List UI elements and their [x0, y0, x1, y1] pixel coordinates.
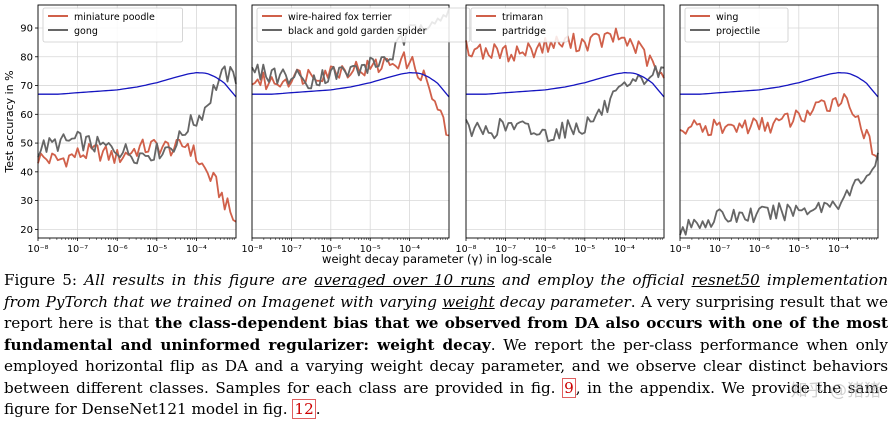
x-tick-label: 10⁻⁴: [828, 244, 849, 255]
series-line-wire-haired-fox-terrier: [251, 51, 450, 137]
panel-4: 10⁻⁸ 10⁻⁷ 10⁻⁶ 10⁻⁵ 10⁻⁴ wing projectile: [670, 4, 879, 255]
caption-italic-3: implementation from PyTorch that we trai…: [4, 271, 888, 311]
caption-text-1: . A very surprising result that we repor…: [4, 292, 888, 333]
axes-frame: [465, 4, 665, 239]
panel-3: 10⁻⁸ 10⁻⁷ 10⁻⁶ 10⁻⁵ 10⁻⁴ trimaran partridge: [456, 4, 665, 255]
legend-box: [256, 7, 471, 43]
watermark: 知乎 @猪猪: [790, 381, 881, 401]
caption-text-3: , in the appendix. We provide the same f…: [4, 378, 888, 419]
legend-label: trimaran: [502, 12, 543, 23]
y-tick-label: 80: [20, 52, 33, 63]
x-tick-label: 10⁻⁴: [186, 244, 207, 255]
caption-text-4: .: [315, 400, 321, 418]
x-tick-label: 10⁻⁷: [709, 244, 730, 255]
y-tick-label: 60: [20, 110, 33, 121]
series-line-average: [252, 71, 450, 98]
x-tick-label: 10⁻⁶: [749, 244, 770, 255]
y-tick-label: 70: [20, 81, 33, 92]
y-tick-label: 50: [20, 139, 33, 150]
figure-caption: Figure 5: All results in this figure are…: [4, 270, 888, 421]
caption-label: Figure 5:: [4, 271, 85, 289]
caption-italic-4: decay: [494, 292, 545, 311]
legend-box: [42, 7, 184, 43]
series-line-average: [680, 71, 879, 98]
legend-label: wing: [716, 12, 738, 23]
y-tick-label: 90: [20, 24, 33, 35]
panel-1: 10⁻⁸ 10⁻⁷ 10⁻⁶ 10⁻⁵ 10⁻⁴ 20 30 40 50 60 70 80 90 mini…: [3, 4, 237, 255]
legend-label: partridge: [502, 26, 546, 37]
series-line-average: [466, 71, 665, 98]
axes-frame: [251, 4, 450, 239]
x-tick-label: 10⁻⁷: [67, 244, 88, 255]
series-line-wing: [679, 93, 879, 159]
y-tick-label: 20: [20, 225, 33, 236]
x-tick-label: 10⁻⁵: [146, 244, 167, 255]
caption-underline-resnet: resnet50: [691, 271, 760, 289]
y-tick-label: 40: [20, 167, 33, 178]
axes-frame: [37, 4, 237, 239]
series-line-projectile: [679, 152, 879, 236]
series-line-gong: [37, 65, 237, 165]
x-tick-label: 10⁻⁸: [456, 244, 477, 255]
legend-label: miniature poodle: [74, 12, 155, 23]
series-line-partridge: [465, 65, 665, 143]
x-tick-label: 10⁻⁵: [788, 244, 809, 255]
x-tick-label: 10⁻⁵: [360, 244, 381, 255]
caption-bold: the class-dependent bias that we observe…: [4, 314, 888, 354]
caption-underline-weight: weight: [442, 292, 495, 311]
x-tick-label: 10⁻⁴: [399, 244, 420, 255]
y-tick-label: 30: [20, 196, 33, 207]
caption-underline-runs: averaged over 10 runs: [314, 271, 495, 289]
x-tick-label: 10⁻⁸: [242, 244, 263, 255]
legend-label: gong: [74, 26, 98, 37]
legend-label: wire-haired fox terrier: [288, 12, 392, 23]
legend-box: [684, 7, 789, 43]
axes-frame: [679, 4, 879, 239]
panel-2: 10⁻⁸ 10⁻⁷ 10⁻⁶ 10⁻⁵ 10⁻⁴ wire-haired fox terr…: [242, 4, 471, 255]
caption-text-2: . We report the per-class performance wh…: [4, 335, 888, 397]
ref-fig-9-link[interactable]: 9: [562, 377, 576, 398]
x-tick-label: 10⁻⁷: [495, 244, 516, 255]
x-tick-label: 10⁻⁶: [535, 244, 556, 255]
x-tick-label: 10⁻⁴: [614, 244, 635, 255]
y-axis-label: Test accuracy in %: [3, 70, 16, 173]
series-line-miniature-poodle: [37, 138, 237, 223]
x-tick-label: 10⁻⁸: [670, 244, 691, 255]
x-tick-label: 10⁻⁸: [28, 244, 49, 255]
legend-label: projectile: [716, 26, 760, 37]
legend-label: black and gold garden spider: [288, 26, 427, 37]
series-line-average: [38, 71, 237, 98]
ref-fig-12-link[interactable]: 12: [292, 399, 316, 419]
caption-italic-5: parameter: [544, 292, 631, 311]
figure-panels: 10⁻⁸ 10⁻⁷ 10⁻⁶ 10⁻⁵ 10⁻⁴ 20 30 40 50 60 70 80 90 mini…: [3, 4, 879, 266]
x-tick-label: 10⁻⁶: [107, 244, 128, 255]
caption-italic-1: All results in this figure are: [84, 271, 315, 289]
x-axis-label: weight decay parameter (γ) in log-scale: [322, 252, 552, 266]
x-tick-label: 10⁻⁵: [574, 244, 595, 255]
x-tick-label: 10⁻⁷: [281, 244, 302, 255]
x-tick-label: 10⁻⁶: [320, 244, 341, 255]
caption-italic-2: and employ the official: [494, 271, 692, 289]
